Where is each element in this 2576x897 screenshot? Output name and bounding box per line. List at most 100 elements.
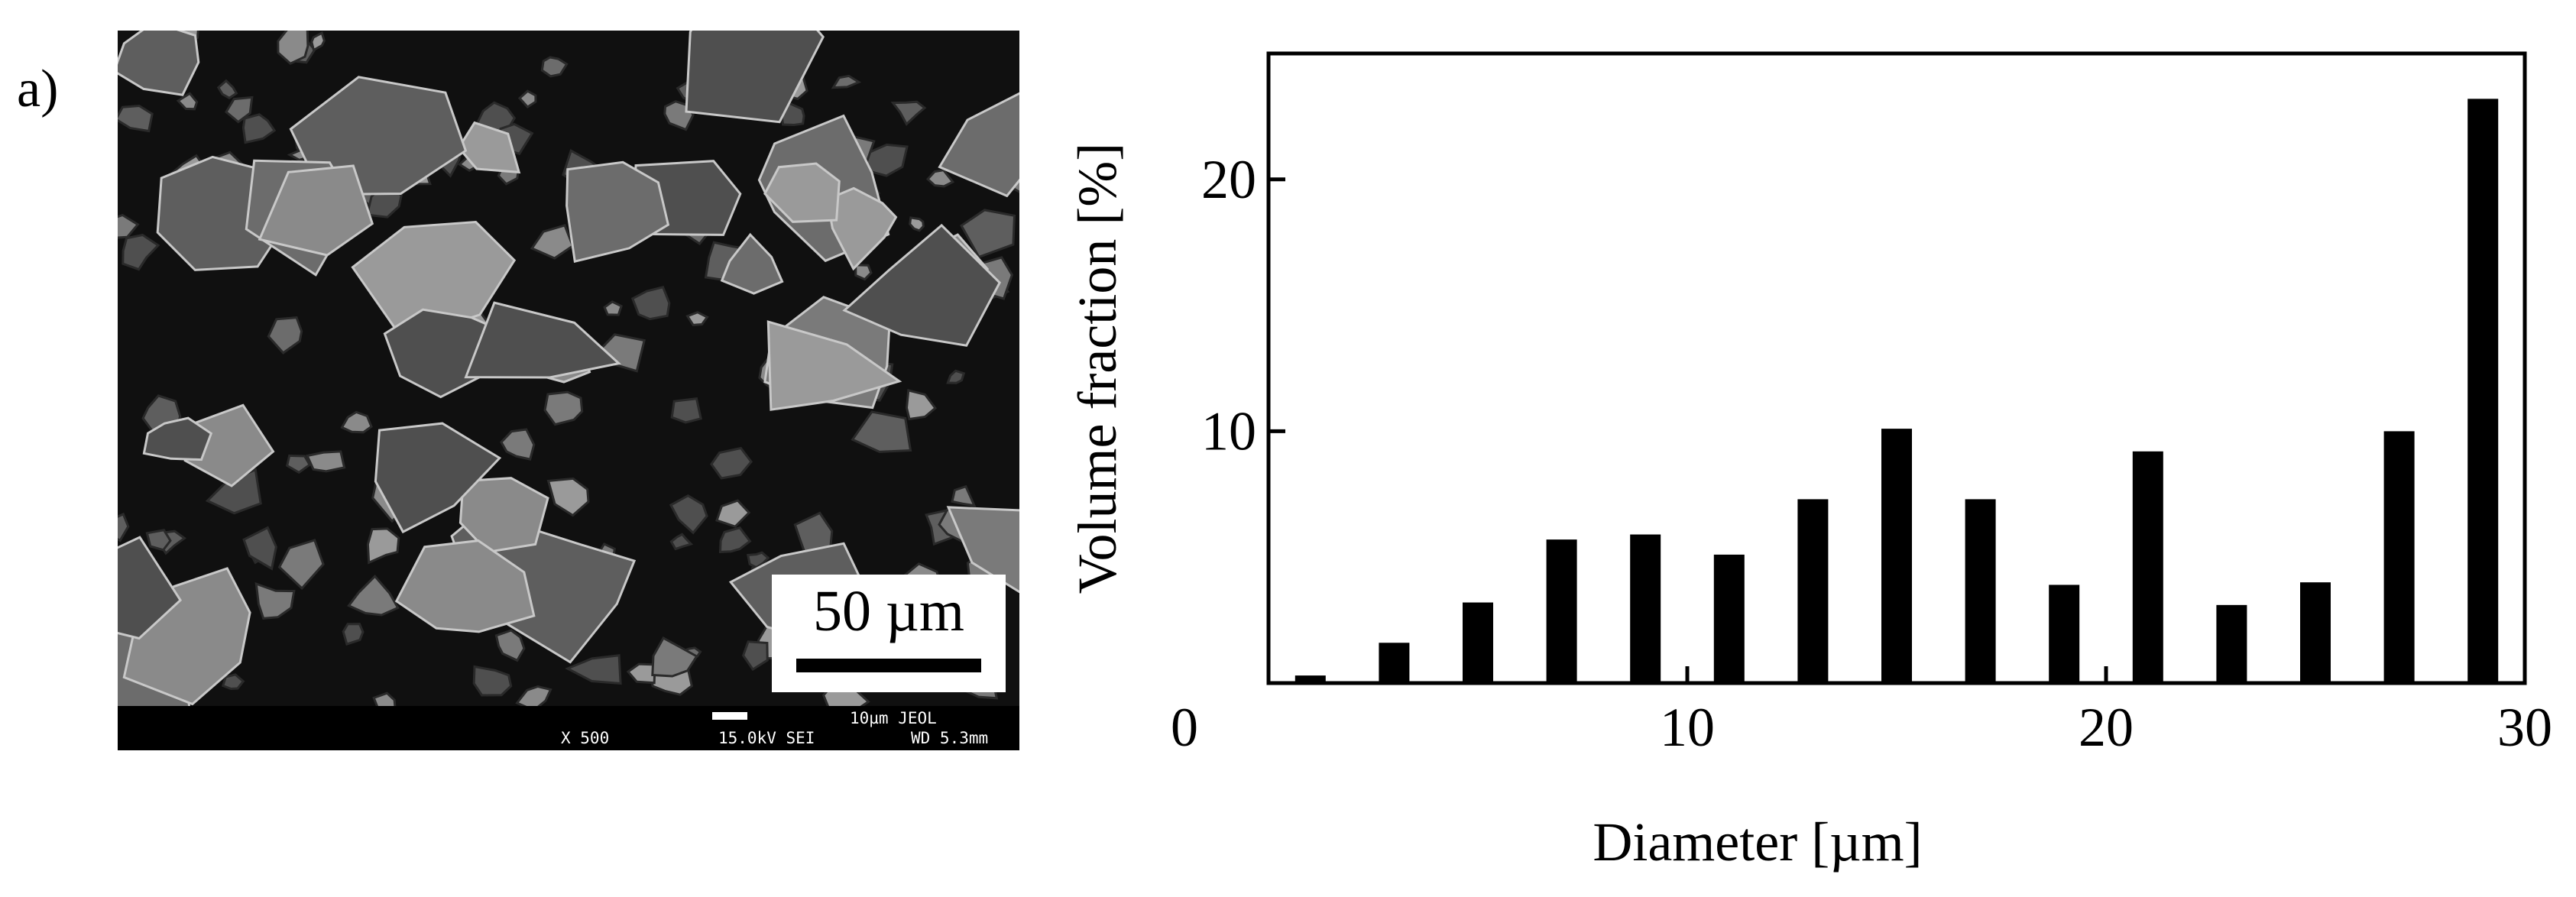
small-particle xyxy=(472,665,513,697)
small-particle xyxy=(747,551,770,569)
small-particle xyxy=(741,640,769,672)
large-particle xyxy=(118,31,200,96)
small-particle xyxy=(285,454,312,474)
small-particle xyxy=(669,533,694,551)
small-particle xyxy=(669,494,708,535)
large-particle xyxy=(457,121,521,174)
small-particle xyxy=(494,629,526,662)
x-tick-label: 10 xyxy=(1660,697,1715,758)
info-scale-marker xyxy=(712,712,747,720)
bar xyxy=(2216,604,2247,683)
particle-texture xyxy=(118,31,1019,706)
small-particle xyxy=(118,213,140,239)
bar xyxy=(2383,431,2415,683)
small-particle xyxy=(905,389,937,421)
bar xyxy=(1713,554,1745,683)
small-particle xyxy=(540,56,569,78)
bar xyxy=(1294,675,1326,683)
large-particle xyxy=(258,164,374,257)
info-voltage: 15.0kV SEI xyxy=(718,729,815,747)
info-magnification: X 500 xyxy=(561,729,610,747)
small-particle xyxy=(854,264,873,281)
info-working-distance: WD 5.3mm xyxy=(911,729,989,747)
large-particle xyxy=(394,539,536,633)
small-particle xyxy=(710,446,753,480)
bar xyxy=(1797,499,1829,683)
small-particle xyxy=(851,410,912,453)
x-tick-label: 20 xyxy=(2079,697,2134,758)
small-particle xyxy=(890,100,927,126)
scale-bar-label: 50 µm xyxy=(813,579,964,643)
small-particle xyxy=(718,526,752,553)
small-particle xyxy=(500,428,536,461)
small-particle xyxy=(517,89,537,108)
scale-bar-box: 50 µm xyxy=(772,575,1006,692)
y-axis-label: Volume fraction [%] xyxy=(1067,143,1128,594)
large-particle xyxy=(464,301,621,379)
small-particle xyxy=(960,209,1016,259)
large-particle xyxy=(763,162,841,223)
small-particle xyxy=(670,397,702,424)
small-particle xyxy=(305,450,346,473)
large-particle xyxy=(766,320,902,411)
small-particle xyxy=(342,623,365,646)
small-particle xyxy=(565,654,622,685)
small-particle xyxy=(254,581,296,620)
bar xyxy=(2049,585,2080,683)
small-particle xyxy=(372,691,397,706)
bar xyxy=(1881,429,1912,683)
bar xyxy=(1965,499,1996,683)
y-tick-label: 20 xyxy=(1201,149,1256,210)
small-particle xyxy=(831,74,862,89)
small-particle xyxy=(515,685,552,706)
small-particle xyxy=(925,169,955,188)
small-particle xyxy=(909,216,925,232)
small-particle xyxy=(242,526,277,571)
y-tick-label: 10 xyxy=(1201,400,1256,461)
x-tick-label: 0 xyxy=(1171,697,1198,758)
small-particle xyxy=(715,499,751,528)
large-particle xyxy=(118,536,183,640)
small-particle xyxy=(340,410,373,434)
small-particle xyxy=(216,79,238,100)
small-particle xyxy=(118,104,154,133)
sem-micrograph: 50 µm 10µm JEOL X 500 15.0kV SEI WD 5.3m… xyxy=(118,31,1019,750)
large-particle xyxy=(946,506,1019,594)
x-tick-label: 30 xyxy=(2497,697,2552,758)
small-particle xyxy=(530,224,575,260)
small-particle xyxy=(543,390,584,426)
small-particle xyxy=(267,316,303,355)
large-particle xyxy=(374,422,502,534)
micrograph-info-strip: 10µm JEOL X 500 15.0kV SEI WD 5.3mm xyxy=(118,706,1019,750)
large-particle xyxy=(458,477,549,553)
small-particle xyxy=(221,673,245,691)
small-particle xyxy=(118,512,130,542)
info-scale-unit: 10µm JEOL xyxy=(850,709,937,727)
small-particle xyxy=(122,233,160,271)
small-particle xyxy=(603,300,623,316)
large-particle xyxy=(142,416,213,461)
small-particle xyxy=(277,539,325,591)
panel-label: a) xyxy=(17,60,59,118)
large-particle xyxy=(938,92,1019,198)
small-particle xyxy=(310,31,326,52)
small-particle xyxy=(946,369,966,384)
small-particle xyxy=(626,662,656,685)
bar xyxy=(1630,534,1661,683)
small-particle xyxy=(241,113,277,144)
small-particle xyxy=(366,527,400,565)
small-particle xyxy=(685,311,709,326)
large-particle xyxy=(565,160,670,264)
small-particle xyxy=(546,477,590,517)
small-particle xyxy=(630,286,671,321)
bar xyxy=(1546,539,1577,683)
small-particle xyxy=(176,92,199,111)
small-particle xyxy=(145,529,172,552)
bar xyxy=(1463,602,1493,683)
large-particle xyxy=(685,31,825,124)
bar xyxy=(2132,451,2163,683)
scale-bar xyxy=(796,659,981,672)
x-axis-label: Diameter [µm] xyxy=(1593,811,1922,873)
small-particle xyxy=(651,636,698,678)
bar xyxy=(2467,99,2499,683)
